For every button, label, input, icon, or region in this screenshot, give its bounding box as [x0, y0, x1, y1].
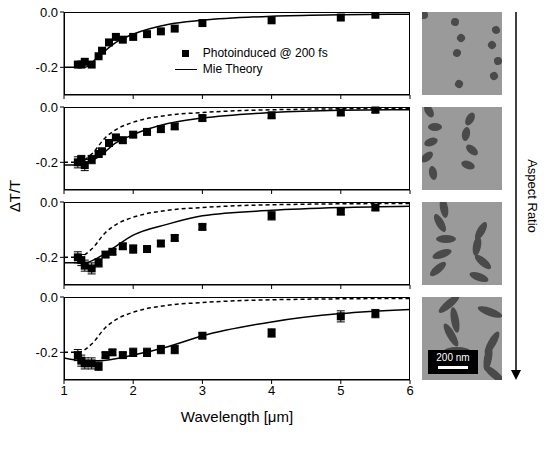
svg-text:1: 1 [60, 383, 67, 398]
html-text:ΔT/T: ΔT/T [5, 179, 23, 213]
svg-text:0.0: 0.0 [40, 100, 58, 115]
svg-text:-0.2: -0.2 [36, 60, 58, 75]
html-text:Aspect Ratio: Aspect Ratio [524, 159, 540, 233]
svg-text:4: 4 [268, 383, 275, 398]
svg-text:5: 5 [337, 383, 344, 398]
svg-text:-0.2: -0.2 [36, 345, 58, 360]
html-text:Wavelength [μm]: Wavelength [μm] [180, 408, 294, 425]
svg-text:0.0: 0.0 [40, 5, 58, 20]
svg-text:3: 3 [199, 383, 206, 398]
svg-text:200 nm: 200 nm [436, 352, 469, 363]
svg-text:0.0: 0.0 [40, 290, 58, 305]
svg-text:2: 2 [130, 383, 137, 398]
svg-text:-0.2: -0.2 [36, 250, 58, 265]
html-text:Photoinduced @ 200 fs: Photoinduced @ 200 fs [202, 46, 328, 61]
svg-text:0.0: 0.0 [40, 195, 58, 210]
svg-text:6: 6 [406, 383, 413, 398]
html-text:Mie Theory: Mie Theory [202, 62, 263, 77]
svg-text:-0.2: -0.2 [36, 155, 58, 170]
